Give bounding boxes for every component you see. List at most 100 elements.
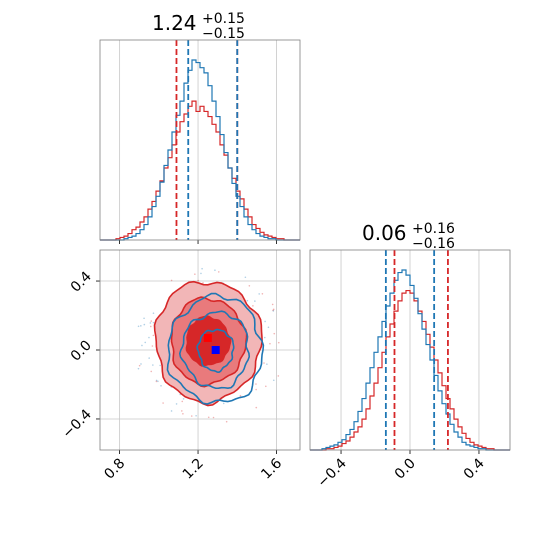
joint-sample-point [225,420,228,423]
joint-sample-point [272,379,275,382]
joint-sample-point [239,394,242,397]
joint-sample-point [151,345,154,347]
hist2-xtick-label-1: 0.0 [392,456,419,483]
title-param1: 1.24 +0.15 −0.15 [152,11,245,42]
joint-sample-point [160,384,162,387]
joint-sample-point [182,398,185,400]
joint-sample-point [197,279,199,282]
joint-sample-point [261,293,264,295]
joint-sample-point [143,317,145,320]
joint-sample-point [150,320,153,322]
title-param2-minus: −0.16 [412,236,455,252]
joint-sample-point [170,410,173,412]
joint-marker-series_a [211,346,220,354]
joint-sample-point [214,269,216,271]
joint-sample-point [201,267,203,270]
joint-sample-point [141,344,143,347]
joint-sample-point [264,320,266,323]
joint-sample-point [181,400,184,403]
hist2-xtick-label-2: 0.4 [461,455,488,482]
title-param2-plus: +0.16 [412,221,455,237]
joint-sample-point [277,375,280,377]
joint-sample-point [263,336,266,339]
hist1-background [100,40,300,240]
joint-sample-point [255,388,257,391]
joint-contours [137,267,280,423]
joint-sample-point [195,414,197,417]
joint-sample-point [277,341,280,344]
joint-xtick-label-0: 0.8 [101,456,128,483]
joint-xtick-label-1: 1.2 [180,456,207,483]
joint-sample-point [271,303,274,306]
joint-series-a-contour-2 [166,292,265,405]
joint-sample-point [194,273,196,275]
joint-series-b-contour-1 [170,296,248,388]
histogram-panel-param2: −0.4 0.0 0.4 [309,249,511,491]
title-param2-value: 0.06 [362,221,407,245]
joint-sample-point [152,321,155,324]
joint-series-a-contour-1 [178,310,251,390]
joint-sample-point [272,310,275,312]
joint-xtick-label-2: 1.6 [258,455,285,482]
hist1-border [99,39,301,241]
joint-sample-point [137,325,140,328]
title-param1-value: 1.24 [152,11,197,35]
joint-sample-point [148,357,150,359]
hist2-series-a-step [310,269,510,451]
joint-sample-point [244,276,247,279]
joint-series-a-contour-0 [196,328,235,374]
joint-sample-point [258,293,260,295]
hist2-series-b-step [310,289,510,451]
joint-sample-point [263,362,265,364]
joint-sample-point [248,284,251,287]
joint-border [99,249,301,451]
title-param1-plus: +0.15 [202,11,245,27]
joint-marker-series_b [203,333,212,342]
joint-sample-point [162,402,164,404]
joint-sample-point [190,415,193,417]
joint-sample-point [254,300,256,302]
joint-sample-point [155,380,158,383]
joint-sample-point [180,410,183,412]
joint-sample-point [140,363,142,365]
hist1-series-a-step [100,59,300,241]
joint-ytick-label-0: −0.4 [59,406,94,441]
joint-sample-point [138,364,141,367]
joint-sample-point [152,364,154,366]
joint-sample-point [267,326,270,329]
joint-ytick-label-2: 0.4 [68,268,95,295]
joint-sample-point [140,325,142,327]
joint-sample-point [150,370,153,373]
joint-sample-point [152,334,155,337]
joint-series-b-contour-0 [185,315,232,367]
joint-sample-point [200,272,202,275]
joint-sample-point [144,341,147,344]
joint-sample-point [222,402,225,405]
joint-sample-point [252,305,254,307]
hist2-xtick-label-0: −0.4 [315,455,350,490]
histogram-panel-param1 [99,39,301,244]
joint-sample-point [155,379,158,382]
joint-sample-point [269,342,271,345]
joint-sample-point [159,364,161,367]
hist1-series-b-step [100,100,300,241]
joint-ytick-label-1: 0.0 [68,338,95,365]
joint-sample-point [170,279,173,282]
joint-sample-point [272,309,274,312]
joint-sample-point [152,312,155,315]
joint-sample-point [157,380,159,383]
joint-sample-point [217,271,220,273]
joint-sample-point [207,416,210,419]
joint-sample-point [212,416,215,419]
joint-series-b-contour-2 [153,280,263,407]
joint-density-panel: 0.8 1.2 1.6 −0.4 0.0 0.4 [59,249,301,483]
joint-sample-point [265,385,267,388]
joint-sample-point [272,308,275,311]
joint-sample-point [202,282,204,284]
joint-sample-point [148,336,150,339]
joint-sample-point [273,332,276,335]
joint-sample-point [255,383,257,385]
title-param1-minus: −0.15 [202,26,245,42]
joint-sample-point [149,322,152,324]
